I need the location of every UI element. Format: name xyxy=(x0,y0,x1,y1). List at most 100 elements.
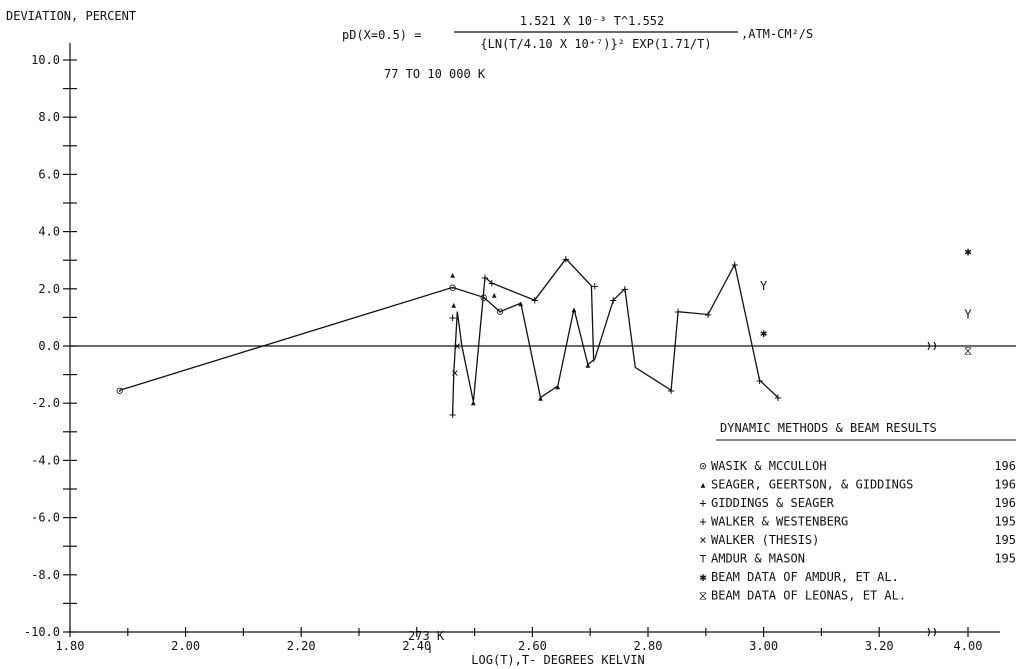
data-point: + xyxy=(731,258,738,272)
y-tick-label: 8.0 xyxy=(38,110,60,124)
legend-symbol: × xyxy=(699,533,706,547)
y-tick-label: -6.0 xyxy=(31,511,60,525)
data-point: + xyxy=(488,276,495,290)
data-point: ▴ xyxy=(537,391,544,405)
data-point: + xyxy=(774,391,781,405)
series-line-main xyxy=(119,262,779,399)
legend-symbol: ⊙ xyxy=(699,459,706,473)
axis-break-bottom xyxy=(927,627,937,637)
data-point: ⊙ xyxy=(496,305,503,319)
series-line-secondary xyxy=(451,257,595,415)
data-point: Y xyxy=(760,279,768,293)
formula-denominator: {LN(T/4.10 X 10⁺⁷)}² EXP(1.71/T) xyxy=(480,37,711,51)
legend-entry: + GIDDINGS & SEAGER 196 xyxy=(699,496,1016,510)
data-point: ✱ xyxy=(760,326,767,340)
data-point: + xyxy=(621,282,628,296)
legend-entry: ⊙ WASIK & MCCULLOH 196 xyxy=(699,459,1016,473)
legend-entry: ✱ BEAM DATA OF AMDUR, ET AL. xyxy=(699,570,898,584)
legend-symbol: + xyxy=(699,515,706,529)
legend-year: 196 xyxy=(994,496,1016,510)
data-point: + xyxy=(667,383,674,397)
data-point: + xyxy=(562,252,569,266)
formula-units: ,ATM-CM²/S xyxy=(741,27,813,41)
x-tick-label: 2.80 xyxy=(634,639,663,653)
legend-entry: ▴ SEAGER, GEERTSON, & GIDDINGS 196 xyxy=(699,478,1016,492)
y-ticks: 10.0 8.0 6.0 4.0 2.0 0.0 -2.0 -4.0 -6.0 -8.0 -10.0 xyxy=(24,53,77,639)
legend-year: 196 xyxy=(994,478,1016,492)
legend-label: WASIK & MCCULLOH xyxy=(711,459,827,473)
x-tick-label: 2.40 xyxy=(402,639,431,653)
data-point: + xyxy=(674,305,681,319)
axis-break-zero xyxy=(927,341,937,351)
legend-items: ⊙ WASIK & MCCULLOH 196 ▴ SEAGER, GEERTSON, &… xyxy=(699,459,1016,603)
x-tick-label: 2.00 xyxy=(171,639,200,653)
formula: pD(X=0.5) = 1.521 X 10⁻³ T^1.552 {LN(T/4… xyxy=(342,14,813,81)
temperature-range: 77 TO 10 000 K xyxy=(384,67,486,81)
legend: DYNAMIC METHODS & BEAM RESULTS ⊙ WASIK & … xyxy=(699,421,1016,603)
legend-symbol: ▴ xyxy=(699,478,706,492)
data-point: ▴ xyxy=(584,358,591,372)
data-point: × xyxy=(451,366,458,380)
y-tick-label: 4.0 xyxy=(38,225,60,239)
data-point: ▴ xyxy=(570,302,577,316)
x-axis-label: LOG(T),T- DEGREES KELVIN xyxy=(471,653,644,667)
legend-symbol: ⧖ xyxy=(699,589,707,603)
legend-label: GIDDINGS & SEAGER xyxy=(711,496,835,510)
y-axis-label: DEVIATION, PERCENT xyxy=(6,9,136,23)
legend-symbol: ✱ xyxy=(699,570,706,584)
y-tick-label: 2.0 xyxy=(38,282,60,296)
data-point: ⊙ xyxy=(116,383,123,397)
data-point: ▴ xyxy=(449,268,456,282)
series-lines xyxy=(119,257,779,415)
x-ticks: 1.80 2.00 2.20 2.40 2.60 2.80 3.00 3.20 4.00 xyxy=(56,627,982,653)
y-tick-label: -8.0 xyxy=(31,568,60,582)
data-point: ⊙ xyxy=(480,290,487,304)
legend-label: WALKER (THESIS) xyxy=(711,533,819,547)
data-point: + xyxy=(449,310,456,324)
legend-entry: ⧖ BEAM DATA OF LEONAS, ET AL. xyxy=(699,589,906,603)
formula-numerator: 1.521 X 10⁻³ T^1.552 xyxy=(520,14,665,28)
formula-lhs: pD(X=0.5) = xyxy=(342,28,421,42)
data-point: × xyxy=(454,339,461,353)
legend-label: BEAM DATA OF LEONAS, ET AL. xyxy=(711,589,906,603)
data-point: ▴ xyxy=(470,395,477,409)
data-point: + xyxy=(531,293,538,307)
legend-label: SEAGER, GEERTSON, & GIDDINGS xyxy=(711,478,913,492)
y-tick-label: -10.0 xyxy=(24,625,60,639)
x-tick-label: 3.00 xyxy=(749,639,778,653)
data-point: + xyxy=(704,308,711,322)
data-point: ▴ xyxy=(517,296,524,310)
x-tick-label: 1.80 xyxy=(56,639,85,653)
legend-title: DYNAMIC METHODS & BEAM RESULTS xyxy=(720,421,937,435)
annotation-273k: 273 K xyxy=(408,629,445,643)
legend-year: 195 xyxy=(994,552,1016,566)
data-markers: ⊙⊙⊙⊙▴▴▴▴▴▴▴▴▴++ ++++ ++ +++++++××YY✱✱⧖ xyxy=(116,245,972,422)
data-point: Y xyxy=(964,308,972,322)
data-point: ⧖ xyxy=(964,343,972,357)
legend-year: 195 xyxy=(994,515,1016,529)
legend-entry: + WALKER & WESTENBERG 195 xyxy=(699,515,1016,529)
data-point: ✱ xyxy=(964,245,971,259)
y-tick-label: -4.0 xyxy=(31,453,60,467)
legend-year: 195 xyxy=(994,533,1016,547)
data-point: + xyxy=(591,279,598,293)
legend-label: AMDUR & MASON xyxy=(711,552,805,566)
x-tick-label: 2.20 xyxy=(287,639,316,653)
data-point: ▴ xyxy=(554,379,561,393)
legend-entry: ⊤ AMDUR & MASON 195 xyxy=(699,552,1016,566)
x-tick-label: 2.60 xyxy=(518,639,547,653)
data-point: + xyxy=(481,270,488,284)
data-point: ⊙ xyxy=(449,280,456,294)
data-point: + xyxy=(610,293,617,307)
y-tick-label: -2.0 xyxy=(31,396,60,410)
data-point: ▴ xyxy=(491,288,498,302)
legend-symbol: + xyxy=(699,496,706,510)
axes xyxy=(69,42,1016,637)
legend-label: WALKER & WESTENBERG xyxy=(711,515,848,529)
data-point: ▴ xyxy=(450,298,457,312)
y-tick-label: 10.0 xyxy=(31,53,60,67)
legend-label: BEAM DATA OF AMDUR, ET AL. xyxy=(711,570,899,584)
y-tick-label: 6.0 xyxy=(38,167,60,181)
legend-entry: × WALKER (THESIS) 195 xyxy=(699,533,1016,547)
